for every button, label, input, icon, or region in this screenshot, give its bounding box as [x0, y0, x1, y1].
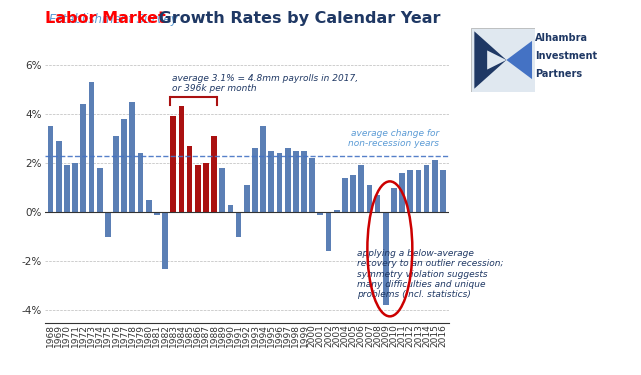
- Polygon shape: [487, 51, 506, 70]
- Bar: [179, 106, 184, 212]
- Bar: [80, 104, 86, 212]
- Polygon shape: [471, 28, 535, 92]
- Bar: [219, 168, 225, 212]
- Bar: [138, 153, 144, 212]
- Bar: [277, 153, 282, 212]
- Bar: [317, 212, 323, 214]
- Bar: [113, 136, 119, 212]
- Bar: [154, 212, 160, 214]
- Bar: [326, 212, 331, 251]
- Bar: [301, 151, 307, 212]
- Bar: [408, 170, 413, 212]
- Bar: [187, 146, 192, 212]
- Bar: [350, 175, 356, 212]
- Bar: [47, 126, 53, 212]
- Text: average 3.1% = 4.8mm payrolls in 2017,
or 396k per month: average 3.1% = 4.8mm payrolls in 2017, o…: [172, 74, 358, 93]
- Bar: [171, 116, 176, 212]
- Bar: [440, 170, 446, 212]
- Bar: [358, 165, 364, 212]
- Bar: [72, 163, 78, 212]
- Bar: [285, 148, 290, 212]
- Text: Partners: Partners: [535, 69, 583, 80]
- Text: Growth Rates by Calendar Year: Growth Rates by Calendar Year: [153, 11, 440, 26]
- Bar: [383, 212, 388, 305]
- Bar: [293, 151, 299, 212]
- Bar: [252, 148, 258, 212]
- Bar: [105, 212, 111, 237]
- Bar: [269, 151, 274, 212]
- Text: Alhambra: Alhambra: [535, 33, 588, 43]
- Bar: [367, 185, 372, 212]
- Bar: [97, 168, 103, 212]
- Bar: [399, 173, 405, 212]
- Bar: [146, 200, 151, 212]
- Text: Establishment Survey: Establishment Survey: [49, 12, 178, 26]
- Bar: [391, 188, 397, 212]
- Bar: [195, 165, 201, 212]
- Bar: [375, 195, 381, 212]
- Bar: [212, 136, 217, 212]
- Bar: [228, 205, 233, 212]
- Bar: [203, 163, 209, 212]
- Bar: [260, 126, 266, 212]
- Bar: [424, 165, 429, 212]
- Bar: [432, 160, 438, 212]
- Bar: [415, 170, 421, 212]
- Bar: [244, 185, 249, 212]
- Bar: [121, 119, 127, 212]
- Polygon shape: [474, 32, 506, 89]
- Text: Investment: Investment: [535, 51, 597, 61]
- Bar: [236, 212, 242, 237]
- Bar: [88, 82, 94, 212]
- Bar: [56, 141, 62, 212]
- Bar: [310, 158, 315, 212]
- Bar: [162, 212, 168, 268]
- Text: applying a below-average
recovery to an outlier recession;
symmetry violation su: applying a below-average recovery to an …: [357, 249, 504, 300]
- Text: Labor Market: Labor Market: [45, 11, 165, 26]
- Bar: [64, 165, 70, 212]
- Bar: [334, 210, 340, 212]
- Bar: [342, 178, 347, 212]
- Polygon shape: [506, 41, 532, 79]
- Text: average change for
non-recession years: average change for non-recession years: [348, 129, 439, 148]
- Bar: [129, 102, 135, 212]
